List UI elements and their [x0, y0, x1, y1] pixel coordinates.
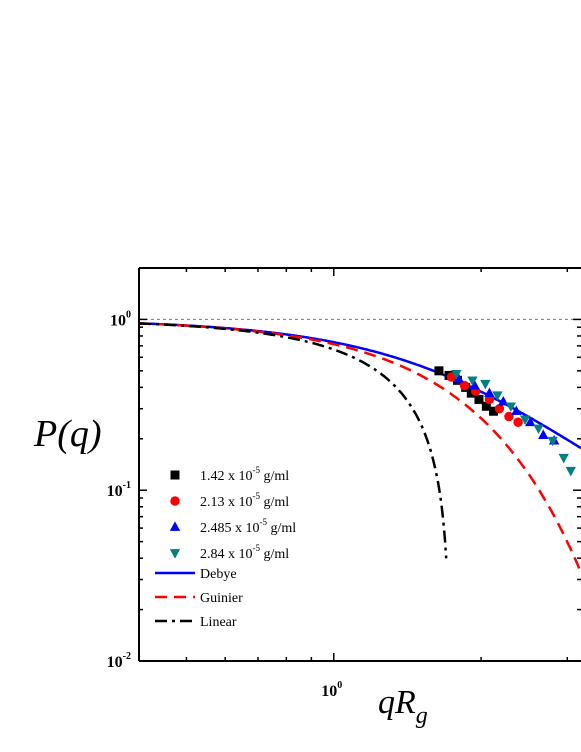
- legend-item-7: Linear: [155, 615, 237, 630]
- axes: [138, 267, 581, 662]
- curve-linear: [139, 322, 448, 559]
- y-tick-label: 100: [110, 309, 131, 329]
- data-point-s4-1: [451, 370, 462, 380]
- data-point-s1-5: [466, 388, 476, 398]
- legend: 1.42 x 10-5 g/ml 2.13 x 10-5 g/ml 2.485 x …: [155, 465, 296, 630]
- legend-item-3-label: 2.485 x 10-5 g/ml: [200, 517, 296, 536]
- data-point-s4-7: [533, 424, 544, 435]
- x-axis-title: qRg: [378, 684, 428, 729]
- data-points: [434, 366, 576, 477]
- legend-item-2-label: 2.13 x 10-5 g/ml: [200, 491, 289, 510]
- x-axis-title-sub: g: [416, 703, 428, 729]
- legend-item-1-label: 1.42 x 10-5 g/ml: [200, 465, 289, 484]
- legend-item-1: 1.42 x 10-5 g/ml: [170, 465, 289, 484]
- legend-item-3-marker: [169, 521, 181, 531]
- data-point-s3-7: [538, 429, 549, 439]
- x-tick-label: 100: [321, 680, 342, 700]
- legend-item-7-label: Linear: [200, 615, 237, 630]
- legend-item-4: 2.84 x 10-5 g/ml: [169, 543, 289, 562]
- y-tick-label: 10-2: [107, 651, 131, 671]
- ticks: 100 10-1 10-2 100: [107, 267, 581, 700]
- data-point-s4-5: [505, 402, 516, 412]
- data-point-s2-5: [494, 403, 505, 414]
- data-point-s1-7: [481, 401, 491, 411]
- data-point-s3-1: [453, 373, 464, 383]
- data-point-s4-8: [547, 436, 558, 447]
- data-point-s4-4: [492, 391, 503, 401]
- legend-item-2: 2.13 x 10-5 g/ml: [170, 491, 289, 510]
- legend-item-6: Guinier: [155, 591, 243, 606]
- y-tick-label: 10-1: [107, 480, 131, 500]
- data-point-s4-9: [558, 453, 569, 464]
- y-axis-title: P(q): [33, 413, 102, 455]
- data-point-s3-5: [511, 405, 522, 416]
- data-point-s2-6: [504, 411, 514, 422]
- legend-item-4-label: 2.84 x 10-5 g/ml: [200, 543, 289, 562]
- legend-item-3: 2.485 x 10-5 g/ml: [169, 517, 296, 536]
- legend-item-5: Debye: [155, 567, 237, 582]
- legend-item-1-marker: [170, 470, 180, 480]
- legend-item-6-label: Guinier: [200, 591, 243, 606]
- data-point-s4-2: [467, 376, 478, 386]
- x-axis-title-main: qR: [378, 684, 416, 721]
- data-point-s3-3: [484, 387, 495, 397]
- data-point-s4-10: [565, 466, 576, 477]
- data-point-s1-6: [474, 394, 484, 404]
- data-point-s3-4: [498, 396, 509, 406]
- data-point-s1-8: [488, 406, 498, 416]
- data-point-s1-1: [434, 366, 444, 376]
- data-point-s4-6: [519, 415, 531, 425]
- data-point-s3-2: [469, 379, 480, 390]
- legend-item-4-marker: [169, 549, 181, 559]
- data-point-s2-7: [513, 417, 523, 427]
- data-point-s2-4: [484, 394, 495, 405]
- curve-guinier: [139, 322, 581, 574]
- legend-item-5-label: Debye: [200, 567, 237, 582]
- data-point-s3-6: [525, 416, 536, 427]
- data-point-s2-2: [459, 380, 470, 391]
- curve-debye: [139, 322, 581, 450]
- legend-item-2-marker: [170, 496, 180, 506]
- data-point-s4-3: [480, 379, 491, 390]
